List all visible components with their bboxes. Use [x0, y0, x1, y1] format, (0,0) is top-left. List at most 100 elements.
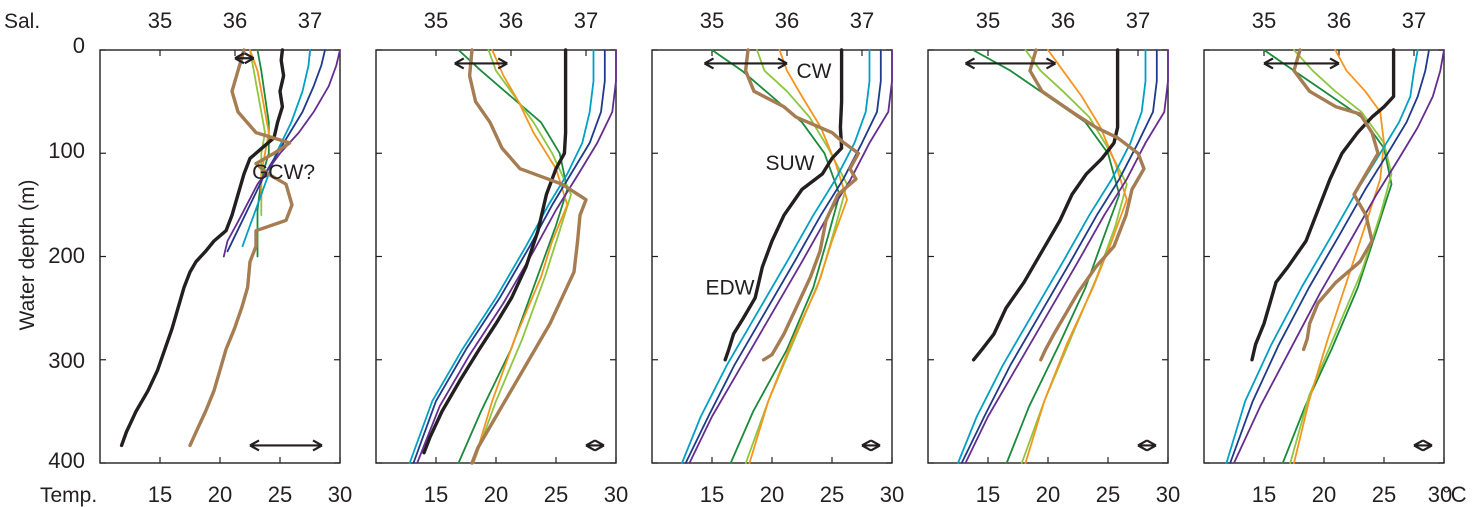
- temperature-tick-label: 30: [604, 482, 628, 507]
- arrow-head-right: [870, 439, 881, 452]
- salinity-tick-label: 37: [1126, 8, 1150, 33]
- arrow-head-right: [1146, 439, 1157, 452]
- temperature-tick-label: 20: [1312, 482, 1336, 507]
- panel-1: 35 36 37 15 20 25 30 GCW?: [99, 8, 352, 507]
- panel-5: 35 36 37 15 20 25 30: [1203, 8, 1452, 507]
- salinity-tick-label: 35: [700, 8, 724, 33]
- water-mass-label: SUW: [766, 152, 815, 175]
- temperature-profile-line: [971, 48, 1120, 362]
- salinity-profile-line: [408, 49, 595, 464]
- y-tick-label: 0: [73, 33, 85, 58]
- salinity-profile-line: [1293, 49, 1385, 464]
- temperature-profile-line: [723, 48, 844, 362]
- arrow-head-left: [861, 439, 872, 452]
- salinity-tick-label: 37: [298, 8, 322, 33]
- panels-layer: 35 36 37 15 20 25 30 GCW? 35 36 37 15 20 25 30 35 36 37 15…: [99, 8, 1452, 507]
- salinity-profile-line: [226, 49, 326, 253]
- temperature-tick-label: 30: [328, 482, 352, 507]
- salinity-profile-line: [412, 49, 606, 464]
- temperature-profile-line: [1292, 48, 1380, 352]
- salinity-range-arrow: [703, 57, 788, 70]
- salinity-range-arrow: [234, 52, 255, 65]
- salinity-axis-prefix: Sal.: [4, 10, 40, 33]
- temperature-range-arrow: [1413, 439, 1433, 452]
- temperature-range-arrow: [861, 439, 881, 452]
- water-mass-label: EDW: [706, 277, 755, 300]
- salinity-profile-line: [1229, 49, 1430, 464]
- salinity-profile-line: [684, 49, 882, 464]
- water-mass-label: CW: [797, 60, 832, 83]
- arrow-head-left: [1413, 439, 1424, 452]
- panel-frame: [651, 49, 893, 464]
- arrow-head-left: [585, 439, 596, 452]
- temperature-tick-label: 20: [208, 482, 232, 507]
- temperature-tick-label: 30: [1428, 482, 1452, 507]
- salinity-profile-line: [1263, 49, 1393, 464]
- temperature-tick-label: 25: [268, 482, 292, 507]
- salinity-tick-label: 36: [223, 8, 247, 33]
- y-tick-label: 200: [48, 243, 85, 268]
- salinity-profile-line: [472, 49, 569, 464]
- y-axis-label: Water depth (m): [16, 180, 39, 331]
- panel-frame: [1203, 49, 1445, 464]
- temperature-profile-line: [422, 48, 568, 455]
- temperature-tick-label: 20: [1036, 482, 1060, 507]
- temperature-tick-label: 25: [1096, 482, 1120, 507]
- salinity-tick-label: 37: [850, 8, 874, 33]
- temperature-tick-label: 15: [700, 482, 724, 507]
- arrow-head-left: [1263, 57, 1274, 70]
- arrow-head-right: [497, 57, 508, 70]
- temperature-tick-label: 25: [820, 482, 844, 507]
- temperature-tick-label: 30: [880, 482, 904, 507]
- temperature-tick-label: 15: [1252, 482, 1276, 507]
- temperature-tick-label: 20: [484, 482, 508, 507]
- temperature-profile-line: [743, 48, 861, 362]
- temperature-range-arrow: [1137, 439, 1157, 452]
- temperature-tick-label: 15: [976, 482, 1000, 507]
- panel-frame: [99, 49, 341, 464]
- salinity-profile-line: [1024, 49, 1128, 464]
- salinity-profile-line: [1233, 49, 1445, 464]
- temperature-tick-label: 15: [148, 482, 172, 507]
- temperature-profile-line: [1250, 48, 1396, 362]
- salinity-tick-label: 37: [574, 8, 598, 33]
- salinity-profile-line: [711, 49, 841, 464]
- arrow-head-right: [312, 439, 323, 452]
- temperature-profile-line: [467, 48, 588, 465]
- salinity-profile-line: [957, 49, 1147, 464]
- salinity-tick-label: 35: [1252, 8, 1276, 33]
- salinity-tick-label: 36: [1327, 8, 1351, 33]
- salinity-profile-line: [960, 49, 1158, 464]
- salinity-profile-line: [748, 49, 848, 464]
- arrow-head-right: [244, 52, 255, 65]
- salinity-profile-line: [972, 49, 1121, 464]
- salinity-tick-label: 37: [1402, 8, 1426, 33]
- temperature-unit: °C: [1442, 482, 1467, 507]
- salinity-range-arrow: [454, 57, 508, 70]
- salinity-tick-label: 36: [1051, 8, 1075, 33]
- panel-frame: [927, 49, 1169, 464]
- salinity-range-arrow: [1263, 57, 1340, 70]
- temperature-profile-line: [188, 48, 294, 448]
- arrow-head-right: [594, 439, 605, 452]
- salinity-tick-label: 36: [775, 8, 799, 33]
- salinity-profile-line: [472, 49, 572, 464]
- arrow-head-right: [1422, 439, 1433, 452]
- temperature-range-arrow: [249, 439, 323, 452]
- arrow-head-left: [454, 57, 465, 70]
- salinity-profile-line: [1289, 49, 1393, 464]
- water-mass-label: GCW?: [252, 161, 315, 184]
- temperature-tick-label: 15: [424, 482, 448, 507]
- temperature-range-arrow: [585, 439, 605, 452]
- temperature-axis-prefix: Temp.: [40, 484, 97, 507]
- salinity-profile-line: [681, 49, 871, 464]
- salinity-profile-line: [241, 49, 311, 248]
- temperature-tick-label: 20: [760, 482, 784, 507]
- arrow-head-left: [249, 439, 260, 452]
- arrow-head-left: [234, 52, 245, 65]
- salinity-profile-line: [964, 49, 1169, 464]
- panel-3: 35 36 37 15 20 25 30 CW SUW EDW: [651, 8, 904, 507]
- temperature-tick-label: 25: [544, 482, 568, 507]
- salinity-tick-label: 36: [499, 8, 523, 33]
